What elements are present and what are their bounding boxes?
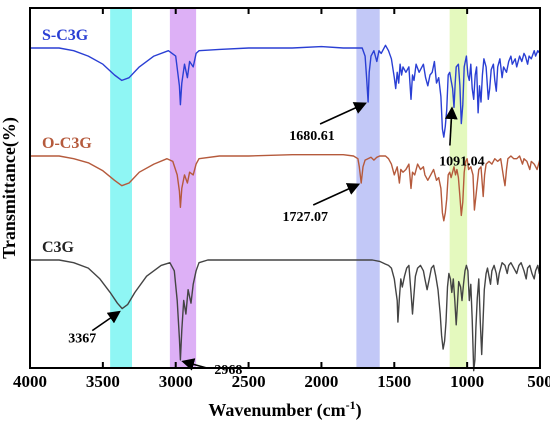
x-axis-ticks: 4000 3500 3000 2500 2000 1500 1000 500 [13,8,550,391]
x-tick-label: 3500 [86,372,120,391]
annotation-arrow [181,358,207,371]
annotation-label: 1091.04 [439,155,485,170]
series-line-o-c3g [30,154,541,222]
annotation-label: 3367 [68,332,96,347]
annotation-arrow [444,106,458,146]
annotation-label: 1727.07 [282,210,328,225]
series-label-s-c3g: S-C3G [42,27,89,44]
x-tick-label: 1500 [377,372,411,391]
series-label-o-c3g: O-C3G [42,135,92,152]
annotation-arrow [91,310,121,332]
x-tick-label: 1000 [450,372,484,391]
series-labels: S-C3G O-C3G C3G [42,27,92,256]
series-label-c3g: C3G [42,239,75,256]
highlight-band-2 [356,8,380,368]
highlight-bands [110,8,468,368]
series-line-s-c3g [30,44,541,138]
peak-annotations: 1680.61 1091.04 1727.07 3367 2968 [68,102,485,378]
x-tick-label: 2500 [232,372,266,391]
x-tick-label: 3000 [159,372,193,391]
annotation-arrow [319,102,367,125]
annotation-arrow [312,183,361,206]
y-axis-title: Transmittance(%) [0,117,20,259]
x-tick-label: 500 [527,372,550,391]
plot-frame [29,7,541,369]
x-tick-label: 2000 [304,372,338,391]
annotation-label: 1680.61 [289,129,335,144]
series-line-c3g [30,259,541,372]
spectra-series [30,44,541,372]
annotation-label: 2968 [214,363,242,378]
x-tick-label: 4000 [13,372,47,391]
highlight-band-0 [110,8,132,368]
x-axis-title: Wavenumber (cm-1) [208,398,361,421]
